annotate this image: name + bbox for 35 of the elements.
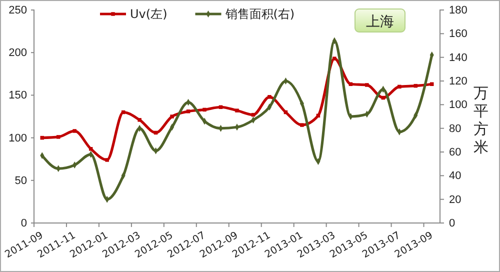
point (72, 129, 76, 133)
legend-label: Uv(左) (130, 7, 168, 22)
y-tick-label: 50 (14, 174, 27, 187)
y2-tick-label: 160 (449, 28, 468, 40)
point (56, 135, 60, 139)
y-tick-label: 0 (20, 218, 27, 230)
y2-tick-label: 140 (449, 52, 468, 64)
point (40, 136, 44, 140)
y2-axis-title: 万平方米 (474, 84, 488, 156)
y2-tick-label: 180 (449, 4, 468, 17)
y2-tick-label: 0 (449, 218, 456, 230)
point (235, 108, 239, 112)
point (430, 82, 434, 86)
point (332, 56, 336, 60)
point (268, 95, 272, 99)
y2-tick-label: 60 (449, 146, 462, 159)
y2-tick-label: 40 (449, 170, 462, 182)
point (186, 110, 190, 114)
point (300, 123, 304, 127)
y2-tick-label: 100 (449, 99, 468, 112)
y2-tick-label: 80 (449, 122, 462, 135)
annotation: 上海 (366, 14, 394, 30)
legend-label: 销售面积(右) (224, 7, 295, 22)
y-tick-label: 150 (8, 90, 27, 102)
y2-tick-label: 20 (449, 194, 462, 206)
point (170, 114, 174, 118)
point (138, 118, 142, 122)
y-tick-label: 250 (8, 4, 27, 17)
y2-tick-label: 120 (449, 76, 468, 88)
point (105, 158, 109, 162)
point (202, 108, 206, 112)
y-tick-label: 100 (8, 132, 27, 144)
point (365, 83, 369, 87)
point (398, 84, 402, 89)
y-tick-label: 200 (8, 47, 27, 60)
